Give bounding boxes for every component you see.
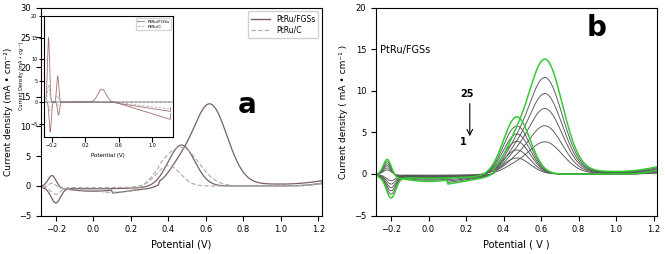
Y-axis label: Current density ( mA • cm⁻¹ ): Current density ( mA • cm⁻¹ ) [339, 44, 348, 179]
X-axis label: Potential (V): Potential (V) [151, 240, 211, 250]
Text: PtRu/FGSs: PtRu/FGSs [380, 45, 430, 55]
Text: a: a [237, 91, 257, 119]
Y-axis label: Current density (mA • cm⁻²): Current density (mA • cm⁻²) [4, 47, 13, 176]
Text: 25: 25 [460, 89, 474, 100]
Text: 1: 1 [460, 137, 467, 147]
Text: b: b [587, 14, 607, 42]
Legend: PtRu/FGSs, PtRu/C: PtRu/FGSs, PtRu/C [248, 11, 319, 38]
X-axis label: Potential ( V ): Potential ( V ) [483, 240, 550, 250]
